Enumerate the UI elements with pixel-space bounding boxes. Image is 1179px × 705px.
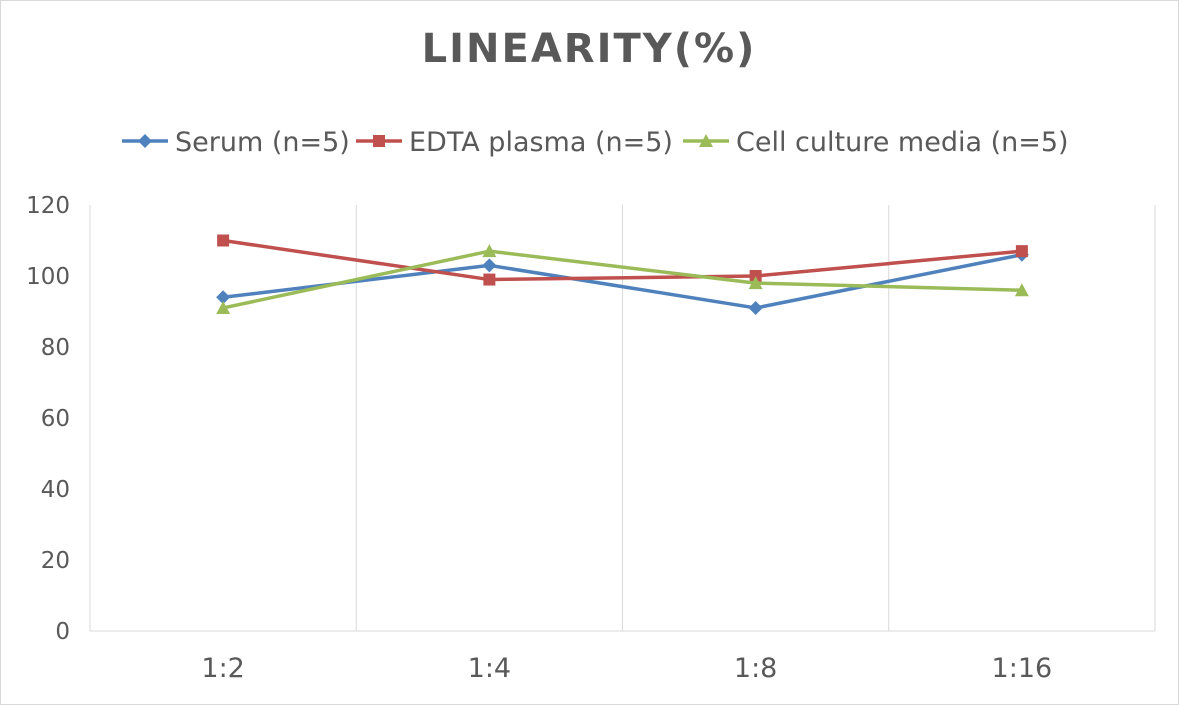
y-tick-label: 120 — [26, 193, 70, 219]
y-tick-label: 80 — [41, 335, 70, 361]
y-tick-label: 0 — [55, 619, 70, 645]
x-tick-label: 1:4 — [468, 653, 511, 684]
legend-label: Serum (n=5) — [175, 127, 350, 158]
data-point-marker — [749, 270, 762, 282]
data-point-marker — [748, 300, 763, 315]
legend-item: EDTA plasma (n=5) — [356, 127, 673, 158]
y-tick-label: 40 — [41, 477, 70, 503]
data-point-marker — [748, 276, 763, 290]
legend: Serum (n=5) EDTA plasma (n=5) Cell culture… — [122, 127, 1069, 158]
series-line — [222, 238, 1023, 282]
data-point-marker — [482, 258, 497, 273]
series-2 — [216, 244, 1029, 314]
data-point-marker — [482, 244, 497, 258]
legend-marker — [138, 134, 152, 148]
data-point-marker — [216, 290, 231, 305]
x-tick-label: 1:2 — [201, 653, 244, 684]
legend-item: Serum (n=5) — [122, 127, 350, 158]
legend-label: EDTA plasma (n=5) — [409, 127, 673, 158]
x-tick-label: 1:16 — [992, 653, 1053, 684]
y-tick-label: 20 — [41, 548, 70, 574]
data-point-marker — [216, 300, 231, 314]
x-tick-label: 1:8 — [734, 653, 777, 684]
y-axis: 0 20 40 60 80 100 120 — [26, 193, 70, 645]
data-point-marker — [1015, 245, 1028, 258]
legend-label: Cell culture media (n=5) — [736, 127, 1069, 158]
series-1 — [217, 234, 1028, 286]
legend-marker — [699, 134, 713, 147]
y-tick-label: 60 — [41, 406, 70, 432]
series-group — [216, 234, 1029, 315]
legend-marker — [373, 135, 385, 147]
data-point-marker — [483, 273, 496, 286]
grid-lines — [89, 205, 1156, 631]
data-point-marker — [1014, 283, 1029, 297]
y-tick-label: 100 — [26, 264, 70, 290]
series-line — [222, 249, 1022, 310]
chart-title: LINEARITY(%) — [422, 26, 757, 72]
legend-item: Cell culture media (n=5) — [683, 127, 1069, 158]
data-point-marker — [217, 234, 230, 247]
x-axis: 1:2 1:4 1:8 1:16 — [90, 630, 1155, 684]
